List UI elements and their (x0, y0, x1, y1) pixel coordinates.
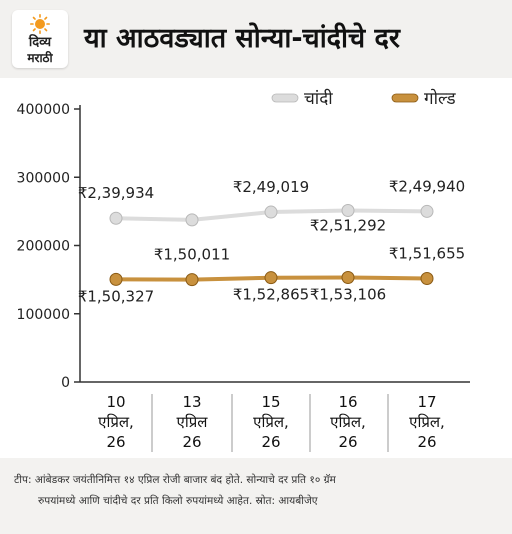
x-tick-label: 26 (106, 433, 125, 451)
divya-marathi-logo: दिव्य मराठी (12, 10, 68, 68)
gold-legend-label: गोल्ड (424, 88, 456, 109)
silver-data-point (420, 204, 434, 218)
y-tick-label: 200000 (17, 239, 70, 255)
gold-data-label: ₹1,50,011 (154, 246, 230, 264)
logo-text-line2: मराठी (27, 51, 53, 65)
x-tick-label: 16 (338, 393, 357, 411)
logo-text-line1: दिव्य (28, 35, 52, 50)
x-tick-label: 15 (261, 393, 280, 411)
x-tick-label: 26 (338, 433, 357, 451)
x-tick-label: एप्रिल, (253, 413, 289, 431)
x-tick-label: 26 (417, 433, 436, 451)
x-tick-label: 26 (182, 433, 201, 451)
x-tick-label: एप्रिल, (409, 413, 445, 431)
silver-legend-label: चांदी (304, 88, 333, 109)
silver-data-point (185, 213, 199, 227)
x-tick-label: 10 (106, 393, 125, 411)
silver-data-label: ₹2,51,292 (310, 216, 386, 234)
silver-legend-swatch (271, 93, 299, 103)
x-tick-label: एप्रिल, (98, 413, 134, 431)
footnote-line-2: रुपयांमध्ये आणि चांदीचे दर प्रति किलो रु… (38, 495, 318, 507)
silver-data-label: ₹2,49,940 (389, 177, 465, 195)
gold-data-point (185, 273, 199, 287)
sun-icon (30, 14, 50, 34)
x-tick-label: 17 (417, 393, 436, 411)
x-tick-label: 13 (182, 393, 201, 411)
footnote-line-1: टीप: आंबेडकर जयंतीनिमित्त १४ एप्रिल रोजी… (14, 474, 336, 486)
gold-data-point (109, 272, 123, 286)
silver-data-point (264, 205, 278, 219)
header-bar: दिव्य मराठी या आठवड्यात सोन्या-चांदीचे द… (0, 0, 512, 78)
price-line-chart: 0 100000 200000 300000 400000 10 एप्रिल, 26 13 एप… (17, 88, 470, 452)
page-title: या आठवड्यात सोन्या-चांदीचे दर (84, 23, 400, 54)
gold-data-label: ₹1,52,865 (233, 286, 309, 304)
gold-data-label: ₹1,51,655 (389, 244, 465, 262)
y-tick-label: 0 (61, 375, 70, 391)
x-tick-label: एप्रिल, (330, 413, 366, 431)
x-tick-label: एप्रिल (177, 413, 209, 431)
silver-data-point (109, 211, 123, 225)
x-tick-label: 26 (261, 433, 280, 451)
gold-legend-swatch (391, 93, 419, 103)
silver-data-point (341, 203, 355, 217)
y-tick-label: 300000 (17, 170, 70, 186)
y-tick-label: 100000 (17, 307, 70, 323)
silver-data-label: ₹2,39,934 (78, 184, 154, 202)
silver-data-label: ₹2,49,019 (233, 178, 309, 196)
gold-data-label: ₹1,50,327 (78, 287, 154, 305)
gold-data-point (264, 271, 278, 285)
gold-data-point (420, 271, 434, 285)
y-tick-label: 400000 (17, 102, 70, 118)
footnote: टीप: आंबेडकर जयंतीनिमित्त १४ एप्रिल रोजी… (14, 470, 504, 512)
gold-data-label: ₹1,53,106 (310, 286, 386, 304)
footer-note-panel: टीप: आंबेडकर जयंतीनिमित्त १४ एप्रिल रोजी… (0, 458, 512, 534)
gold-data-point (341, 271, 355, 285)
